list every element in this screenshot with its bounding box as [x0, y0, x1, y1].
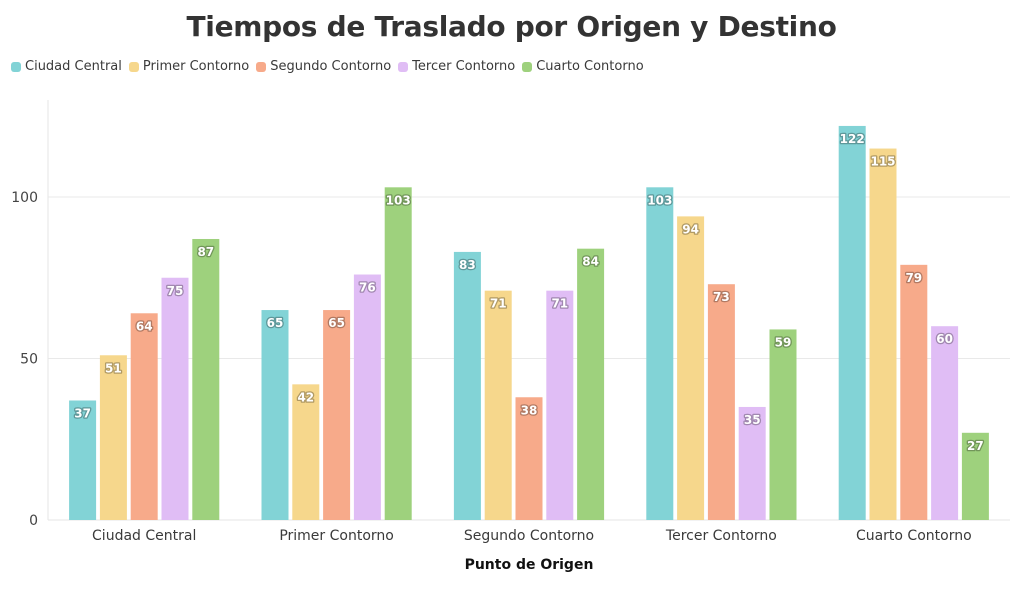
data-label: 37: [74, 406, 91, 420]
data-label: 103: [647, 193, 672, 207]
data-label: 122: [840, 132, 865, 146]
data-label: 38: [521, 403, 538, 417]
data-label: 83: [459, 258, 476, 272]
data-label: 87: [197, 245, 214, 259]
data-label: 79: [905, 271, 922, 285]
data-label: 35: [744, 413, 761, 427]
bar: [707, 284, 735, 520]
bar: [546, 290, 574, 520]
legend-item: Cuarto Contorno: [522, 59, 644, 74]
data-label: 60: [936, 332, 953, 346]
data-label: 65: [328, 316, 345, 330]
bar: [192, 238, 220, 521]
bar: [292, 384, 320, 520]
legend-item: Tercer Contorno: [398, 59, 515, 74]
bar: [261, 310, 289, 520]
bar: [161, 277, 189, 520]
legend-label: Primer Contorno: [142, 59, 250, 74]
data-label: 59: [775, 335, 792, 349]
data-label: 71: [490, 297, 507, 311]
bar: [646, 187, 674, 520]
x-tick-label: Segundo Contorno: [464, 528, 594, 544]
bar: [99, 355, 127, 520]
x-tick-label: Cuarto Contorno: [856, 528, 972, 544]
bar: [384, 187, 412, 520]
bar: [577, 248, 605, 520]
legend-label: Segundo Contorno: [270, 59, 392, 74]
data-label: 115: [870, 155, 895, 169]
bar: [484, 290, 512, 520]
data-label: 27: [967, 439, 984, 453]
bar: [900, 264, 928, 520]
bar: [961, 432, 989, 520]
bar: [453, 251, 481, 520]
y-tick-label: 0: [29, 513, 38, 529]
bar: [769, 329, 797, 520]
legend-item: Ciudad Central: [11, 59, 122, 74]
data-label: 84: [582, 255, 599, 269]
bar: [869, 148, 897, 521]
bar: [738, 406, 766, 520]
legend-label: Cuarto Contorno: [536, 59, 644, 74]
bar: [677, 216, 705, 520]
chart-legend: Ciudad Central Primer Contorno Segundo Con…: [11, 59, 651, 74]
legend-swatch: [128, 61, 139, 72]
bar: [353, 274, 381, 520]
data-label: 75: [167, 284, 184, 298]
x-tick-label: Ciudad Central: [92, 528, 196, 544]
x-axis-title: Punto de Origen: [465, 557, 594, 573]
data-label: 94: [682, 222, 699, 236]
data-label: 71: [551, 297, 568, 311]
data-label: 103: [386, 193, 411, 207]
legend-swatch: [398, 61, 409, 72]
y-tick-label: 100: [11, 190, 38, 206]
y-tick-label: 50: [20, 352, 38, 368]
bar: [130, 313, 158, 520]
bar: [323, 310, 351, 520]
x-tick-label: Tercer Contorno: [665, 528, 777, 544]
chart-title: Tiempos de Traslado por Origen y Destino: [186, 10, 837, 43]
bar: [515, 397, 543, 520]
legend-swatch: [256, 61, 267, 72]
data-label: 42: [297, 390, 314, 404]
legend-item: Primer Contorno: [128, 59, 250, 74]
legend-item: Segundo Contorno: [256, 59, 391, 74]
legend-swatch: [522, 61, 533, 72]
legend-label: Tercer Contorno: [412, 59, 516, 74]
x-tick-label: Primer Contorno: [279, 528, 394, 544]
data-label: 76: [359, 281, 376, 295]
data-label: 65: [267, 316, 284, 330]
legend-swatch: [11, 61, 21, 72]
bar: [931, 326, 959, 520]
data-label: 73: [713, 290, 730, 304]
bar: [838, 125, 866, 520]
data-label: 64: [136, 319, 153, 333]
legend-label: Ciudad Central: [25, 59, 122, 74]
bar: [69, 400, 97, 520]
data-label: 51: [105, 361, 122, 375]
